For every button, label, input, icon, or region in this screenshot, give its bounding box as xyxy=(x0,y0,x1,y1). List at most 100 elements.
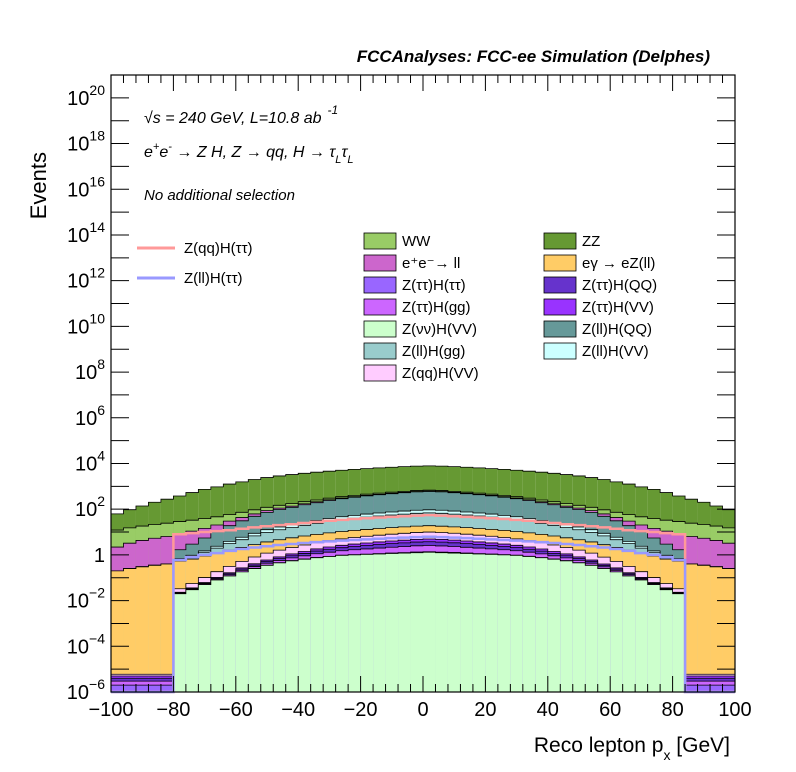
y-tick-label: 1010 xyxy=(67,310,105,338)
legend-swatch-z-ll-h-gg- xyxy=(363,342,397,360)
bar-z-h-vv- xyxy=(173,593,186,692)
x-tick-label: 100 xyxy=(718,699,751,721)
y-tick-label: 1014 xyxy=(67,219,105,247)
bar-z-h- xyxy=(722,685,735,692)
bar-z-h- xyxy=(697,685,711,692)
signal-lines xyxy=(111,513,735,694)
legend-label: Z(ll)H(QQ) xyxy=(582,321,652,338)
bar-z-h-vv- xyxy=(423,552,436,692)
outline-ww xyxy=(111,489,735,531)
outline-z-qq-h-vv- xyxy=(111,531,735,675)
bar-z-h-vv- xyxy=(522,556,536,692)
y-tick-label: 104 xyxy=(75,447,105,475)
bar-z-h-vv- xyxy=(210,579,224,692)
legend-label: ZZ xyxy=(582,233,600,250)
bar-z-h-vv- xyxy=(460,553,473,692)
legend-label: Z(ττ)H(VV) xyxy=(582,299,654,316)
bar-z-h-vv- xyxy=(497,554,511,692)
bar-z-h-vv- xyxy=(635,579,648,692)
bar-z-h-vv- xyxy=(360,554,374,692)
legend: Z(qq)H(ττ) Z(ll)H(ττ) WW e⁺e⁻→ ll Z(ττ)H(ττ)… xyxy=(137,232,657,382)
bar-z-h-vv- xyxy=(510,555,523,692)
selection-annotation: No additional selection xyxy=(144,187,295,204)
bar-z-h-vv- xyxy=(310,557,324,692)
chart-title: FCCAnalyses: FCC-ee Simulation (Delphes) xyxy=(357,47,711,66)
bar-z-h- xyxy=(135,685,149,692)
x-axis-label-sub: x xyxy=(663,747,670,763)
legend-swatch-z-h-vv- xyxy=(543,298,577,316)
legend-label: Z(ll)H(VV) xyxy=(582,343,649,360)
legend-label: Z(qq)H(VV) xyxy=(402,365,479,382)
x-tick-label: 80 xyxy=(661,699,683,721)
bar-e-ez-ll- xyxy=(111,570,124,692)
y-tick-label: 1020 xyxy=(67,82,105,110)
legend-swatch-z-ll-h-vv- xyxy=(543,342,577,360)
outline-z-ll-h-vv- xyxy=(111,509,735,572)
bar-z-h- xyxy=(123,685,136,692)
signal-line-z-ll-h- xyxy=(111,535,735,694)
legend-label: Z(ττ)H(QQ) xyxy=(582,277,657,294)
legend-label: Z(ll)H(ττ) xyxy=(184,270,243,287)
outline-z-ll-h-gg- xyxy=(111,512,735,572)
x-tick-label: −40 xyxy=(281,699,315,721)
bar-z-h-vv- xyxy=(335,555,349,692)
bar-z-h- xyxy=(685,685,698,692)
legend-label: eγ → eZ(ll) xyxy=(582,255,655,272)
bar-z-h- xyxy=(148,685,161,692)
legend-label: Z(qq)H(ττ) xyxy=(184,240,253,257)
bar-z-h-vv- xyxy=(298,559,311,692)
legend-swatch-zz xyxy=(543,232,577,250)
y-axis-label: Events xyxy=(26,152,51,219)
bar-z-h-vv- xyxy=(385,553,399,692)
y-tick-label: 102 xyxy=(75,493,105,521)
bar-z-h-vv- xyxy=(260,565,274,692)
legend-label: WW xyxy=(402,233,431,250)
x-axis-label: Reco lepton px [GeV] xyxy=(534,734,730,763)
bar-e-ez-ll- xyxy=(722,568,735,692)
legend-swatch-e-e-ll xyxy=(363,254,397,272)
x-tick-label: 60 xyxy=(599,699,621,721)
bar-z-h-vv- xyxy=(185,589,199,692)
legend-swatch-z-h-qq- xyxy=(543,276,577,294)
legend-label: Z(ττ)H(gg) xyxy=(402,299,471,316)
y-tick-label: 10−4 xyxy=(67,630,105,658)
bar-z-h-vv- xyxy=(585,565,598,692)
bar-z-h- xyxy=(111,685,124,692)
bar-e-ez-ll- xyxy=(123,568,136,692)
y-tick-label: 108 xyxy=(75,356,105,384)
bar-z-h- xyxy=(160,685,174,692)
energy-annotation: √s = 240 GeV, L=10.8 ab -1 xyxy=(144,103,338,127)
energy-sup: -1 xyxy=(328,103,339,117)
bar-z-h-vv- xyxy=(348,554,361,692)
bar-z-h-vv- xyxy=(622,575,636,692)
svg-text:e+e- → Z H, Z → qq, H → τLτL: e+e- → Z H, Z → qq, H → τLτL xyxy=(144,141,354,166)
bar-z-h-vv- xyxy=(597,568,611,692)
bar-z-h-vv- xyxy=(198,584,211,692)
bar-e-ez-ll- xyxy=(710,566,723,692)
legend-swatch-ww xyxy=(363,232,397,250)
x-axis-label-unit: [GeV] xyxy=(676,734,730,757)
legend-label: Z(νν)H(VV) xyxy=(402,321,477,338)
y-tick-label: 10−6 xyxy=(67,676,105,704)
x-tick-label: −60 xyxy=(219,699,253,721)
y-tick-label: 1 xyxy=(94,545,105,567)
bar-z-h-vv- xyxy=(223,575,236,692)
bar-z-h-vv- xyxy=(373,553,386,692)
bar-z-h-vv- xyxy=(285,560,299,692)
y-tick-label: 1012 xyxy=(67,265,105,293)
stack-series-z-h-vv- xyxy=(111,551,735,693)
x-tick-label: 20 xyxy=(474,699,496,721)
y-tick-label: 106 xyxy=(75,402,105,430)
bar-e-ez-ll- xyxy=(685,563,698,692)
bar-z-h-vv- xyxy=(273,562,286,692)
legend-swatch-z-qq-h-vv- xyxy=(363,364,397,382)
bar-z-h-vv- xyxy=(610,571,623,692)
bar-z-h-vv- xyxy=(547,559,561,692)
x-tick-label: −100 xyxy=(88,699,133,721)
bar-z-h-vv- xyxy=(672,593,686,692)
bar-z-h-vv- xyxy=(323,556,336,692)
x-tick-label: 0 xyxy=(417,699,428,721)
axes: −100 −80 −60 −40 −20 0 20 40 60 80 100 10−6 10−4 10−2… xyxy=(67,74,752,721)
svg-text:Reco lepton px [GeV]: Reco lepton px [GeV] xyxy=(534,734,730,763)
